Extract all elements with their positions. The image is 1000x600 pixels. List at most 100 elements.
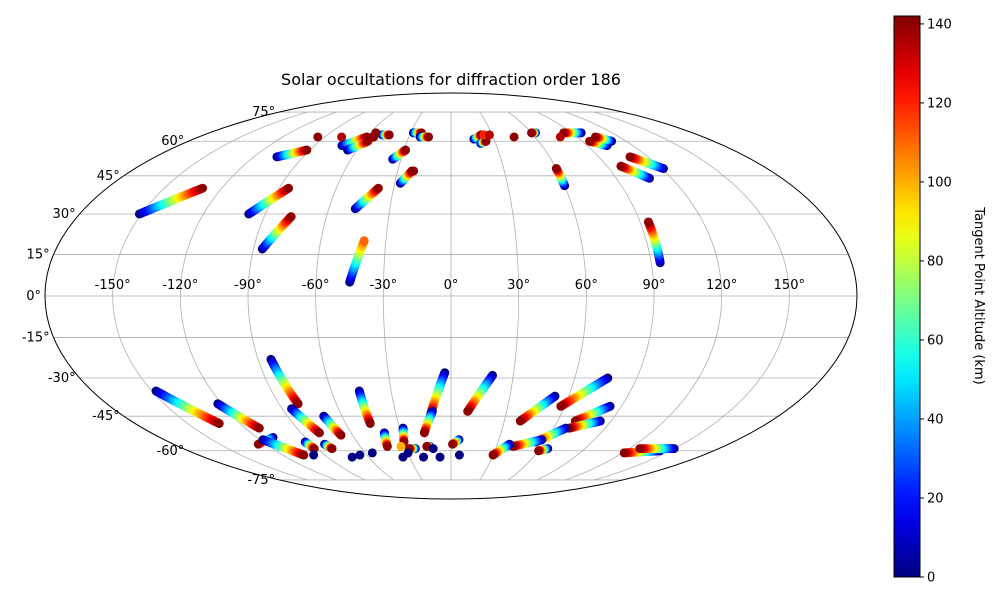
- chart-title: Solar occultations for diffraction order…: [281, 70, 621, 89]
- data-point: [254, 423, 264, 433]
- data-point: [359, 236, 369, 246]
- data-point: [309, 450, 319, 460]
- data-point: [551, 164, 561, 174]
- lon-gridline: [479, 111, 520, 481]
- colorbar-tick-label: 140: [927, 17, 952, 32]
- data-point: [365, 418, 375, 428]
- lon-tick-label: 30°: [507, 278, 530, 293]
- data-point: [302, 145, 312, 155]
- data-point: [619, 448, 629, 458]
- colorbar-tick-label: 120: [927, 96, 952, 111]
- data-point: [515, 416, 525, 426]
- data-point: [347, 452, 357, 462]
- lat-tick-label: -60°: [157, 444, 185, 459]
- colorbar-label: Tangent Point Altitude (km): [971, 206, 986, 384]
- data-point: [286, 212, 296, 222]
- colorbar-ticks: 0 20 40 60 80 100 120 140: [920, 17, 952, 586]
- data-point: [484, 130, 494, 140]
- data-point: [403, 448, 413, 458]
- data-point: [336, 430, 346, 440]
- data-point: [409, 166, 419, 176]
- map-outline: [44, 92, 858, 500]
- data-point: [396, 441, 406, 451]
- data-point: [214, 418, 224, 428]
- data-point: [363, 136, 373, 146]
- data-point: [428, 444, 438, 454]
- data-point: [616, 161, 626, 171]
- data-point: [435, 452, 445, 462]
- lon-gridline: [112, 111, 308, 481]
- data-point: [314, 428, 324, 438]
- colorbar-tick-label: 40: [927, 412, 944, 427]
- data-point: [313, 132, 323, 142]
- data-point: [625, 152, 635, 162]
- lon-tick-label: -60°: [302, 278, 330, 293]
- data-point: [367, 448, 377, 458]
- lat-tick-label: 45°: [97, 169, 120, 184]
- lon-tick-label: -150°: [95, 278, 131, 293]
- data-point: [424, 132, 434, 142]
- map-grid: [45, 111, 857, 481]
- lon-gridline: [594, 111, 790, 481]
- data-point: [590, 132, 600, 142]
- data-point: [337, 132, 347, 142]
- lat-tick-label: -45°: [92, 409, 120, 424]
- data-point: [556, 401, 566, 411]
- longitude-tick-labels: -150° -120° -90° -60° -30° 0° 30° 60° 90° 120° 150…: [95, 278, 805, 293]
- colorbar-tick-label: 0: [927, 571, 935, 586]
- data-point: [555, 132, 565, 142]
- data-point: [401, 145, 411, 155]
- data-point: [309, 444, 319, 454]
- data-point: [284, 183, 294, 193]
- data-points: [134, 128, 679, 462]
- lat-tick-label: 75°: [252, 105, 275, 120]
- lon-tick-label: 90°: [642, 278, 665, 293]
- lon-gridline: [315, 111, 394, 481]
- data-point: [371, 128, 381, 138]
- data-point: [419, 452, 429, 462]
- lat-tick-label: -15°: [22, 331, 50, 346]
- latitude-tick-labels: 75° 60° 45° 30° 15° 0° -15° -30° -45° -60° -75°: [22, 105, 275, 488]
- colorbar-tick-label: 60: [927, 333, 944, 348]
- colorbar-tick-label: 80: [927, 254, 944, 269]
- data-point: [384, 130, 394, 140]
- data-point: [299, 450, 309, 460]
- data-point: [527, 128, 537, 138]
- data-point: [534, 446, 544, 456]
- lat-tick-label: 60°: [161, 134, 184, 149]
- colorbar-tick-label: 100: [927, 175, 952, 190]
- lon-tick-label: -120°: [162, 278, 198, 293]
- lon-gridline: [179, 111, 337, 481]
- data-point: [382, 441, 392, 451]
- data-point: [635, 444, 645, 454]
- lon-gridline: [508, 111, 587, 481]
- data-point: [454, 450, 464, 460]
- lat-tick-label: -30°: [48, 371, 76, 386]
- lon-tick-label: -90°: [234, 278, 262, 293]
- data-point: [327, 444, 337, 454]
- lat-tick-label: -75°: [247, 473, 275, 488]
- lat-tick-label: 15°: [27, 247, 50, 262]
- colorbar-gradient: [893, 15, 921, 578]
- colorbar: 0 20 40 60 80 100 120 140 Tangent Point Altitud…: [893, 15, 986, 586]
- data-point: [448, 439, 458, 449]
- lon-gridline: [536, 111, 655, 481]
- lat-tick-label: 0°: [26, 289, 41, 304]
- data-point: [509, 132, 519, 142]
- lon-tick-label: 0°: [444, 278, 459, 293]
- data-point: [643, 217, 653, 227]
- data-point: [198, 183, 208, 193]
- data-point: [355, 450, 365, 460]
- data-point: [419, 428, 429, 438]
- lon-tick-label: 60°: [575, 278, 598, 293]
- data-point: [293, 399, 303, 409]
- lon-tick-label: -30°: [369, 278, 397, 293]
- data-point: [373, 183, 383, 193]
- lat-tick-label: 30°: [53, 207, 76, 222]
- lon-gridline: [247, 111, 366, 481]
- lon-tick-label: 150°: [774, 278, 805, 293]
- colorbar-tick-label: 20: [927, 491, 944, 506]
- data-point: [488, 450, 498, 460]
- data-point: [463, 406, 473, 416]
